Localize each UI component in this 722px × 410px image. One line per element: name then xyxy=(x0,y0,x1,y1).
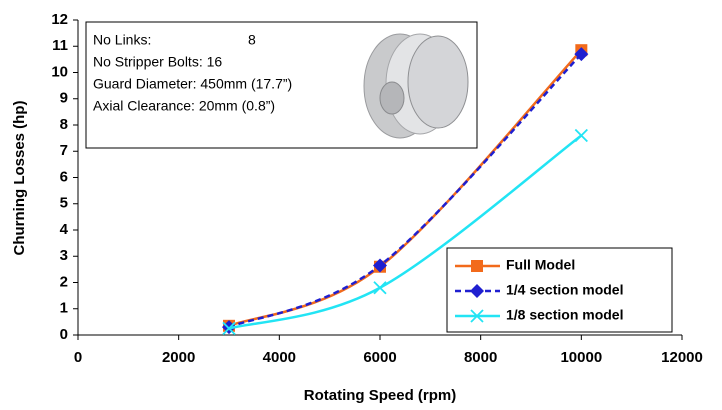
x-tick-label: 8000 xyxy=(464,349,497,366)
x-tick-label: 6000 xyxy=(363,349,396,366)
y-tick-label: 5 xyxy=(60,195,68,212)
x-tick-label: 0 xyxy=(74,349,82,366)
annotation: No Links: xyxy=(93,32,151,48)
marker xyxy=(471,260,483,272)
annotation-box: No Links: 8 No Stripper Bolts: 16 Guard … xyxy=(86,22,477,148)
x-tick-label: 12000 xyxy=(661,349,703,366)
y-tick-label: 9 xyxy=(60,90,68,107)
annotation: No Stripper Bolts: 16 xyxy=(93,54,222,70)
y-axis-title: Churning Losses (hp) xyxy=(11,101,28,256)
y-tick-label: 8 xyxy=(60,116,68,133)
y-tick-label: 0 xyxy=(60,326,68,343)
y-tick-label: 1 xyxy=(60,300,68,317)
marker xyxy=(374,282,386,294)
legend-label: Full Model xyxy=(506,257,575,273)
y-tick-label: 6 xyxy=(60,168,68,185)
x-axis-title: Rotating Speed (rpm) xyxy=(304,387,457,404)
x-tick-label: 4000 xyxy=(263,349,296,366)
y-tick-label: 3 xyxy=(60,247,68,264)
annotation: 8 xyxy=(248,32,256,48)
legend-label: 1/8 section model xyxy=(506,307,623,323)
x-tick-label: 10000 xyxy=(560,349,602,366)
annotation: Guard Diameter: 450mm (17.7”) xyxy=(93,76,292,92)
annotation: Axial Clearance: 20mm (0.8”) xyxy=(93,98,275,114)
chart: Rotating Speed (rpm) Churning Losses (hp… xyxy=(0,0,722,410)
x-tick-label: 2000 xyxy=(162,349,195,366)
legend-label: 1/4 section model xyxy=(506,282,623,298)
y-tick-label: 7 xyxy=(60,142,68,159)
marker xyxy=(575,130,587,142)
y-tick-label: 11 xyxy=(52,37,68,54)
y-tick-label: 12 xyxy=(51,11,68,28)
y-tick-label: 2 xyxy=(60,273,68,290)
coupling-image xyxy=(364,34,468,138)
y-tick-label: 10 xyxy=(51,63,68,80)
y-tick-label: 4 xyxy=(60,221,69,238)
